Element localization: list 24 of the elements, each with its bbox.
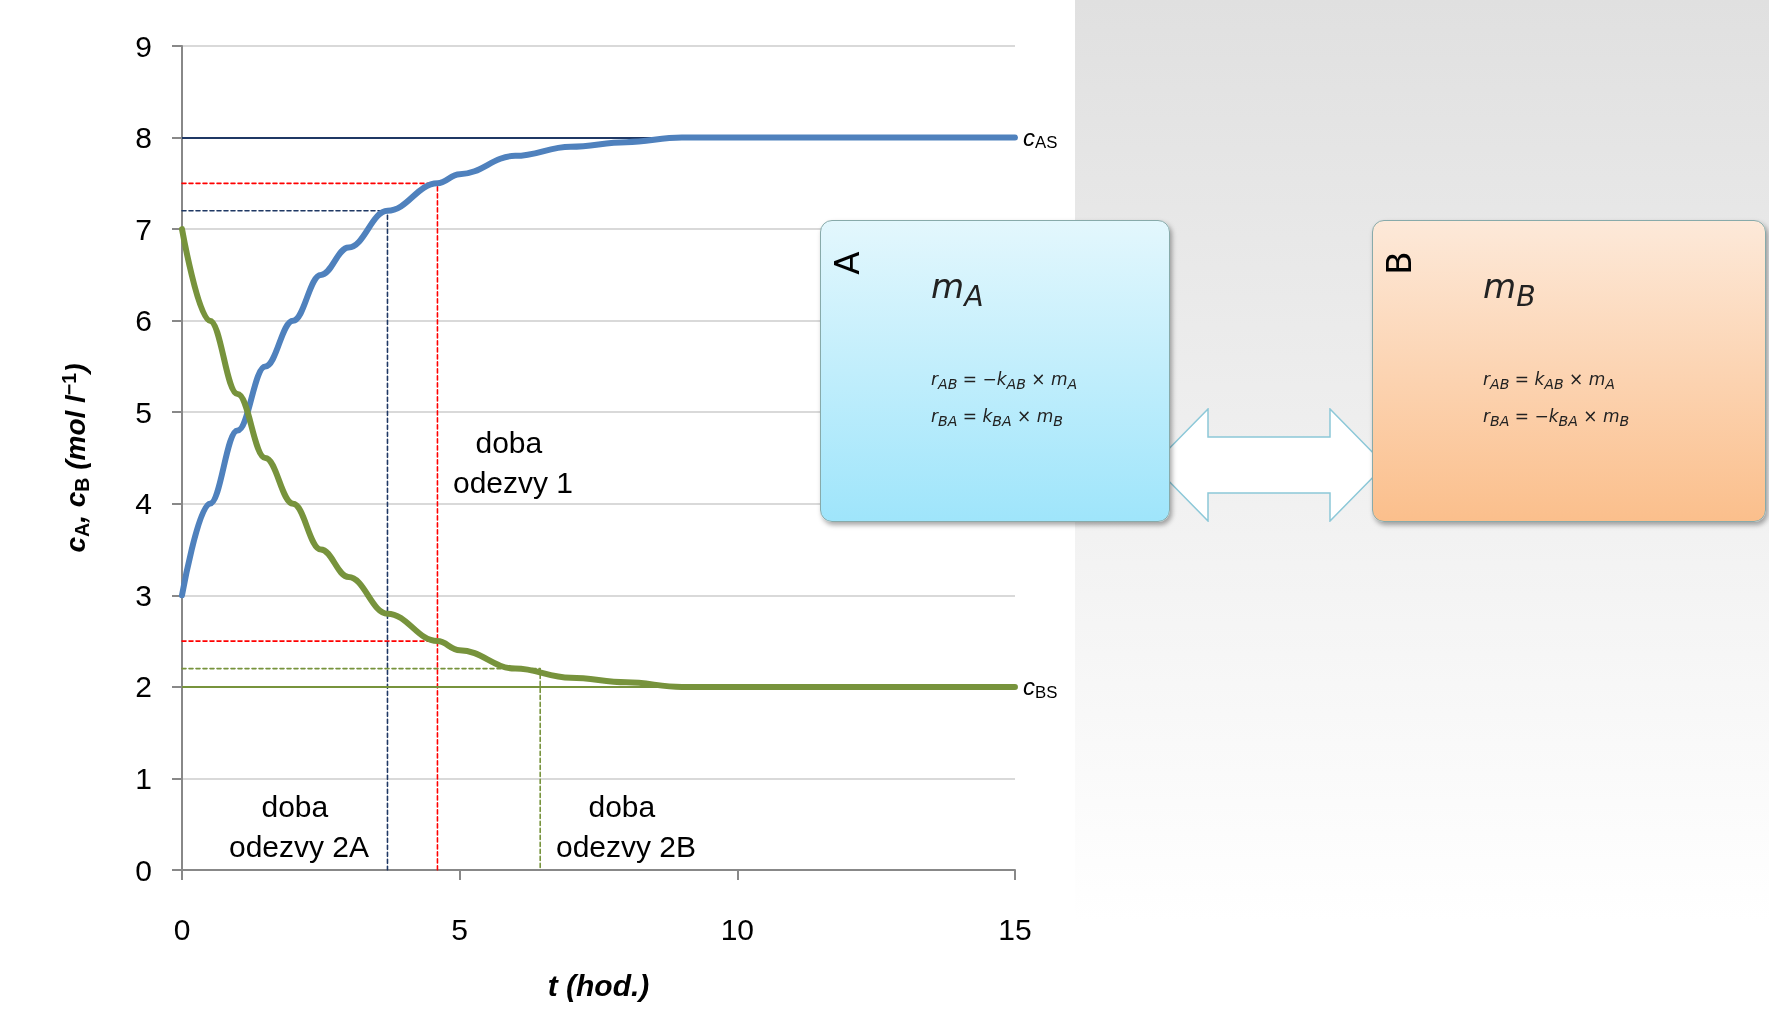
annotation: doba odezvy 2B bbox=[555, 789, 697, 863]
annotation: m$_{A}$ bbox=[931, 266, 984, 313]
y-tick-label: 4 bbox=[135, 487, 152, 521]
annotation: A bbox=[826, 251, 867, 275]
x-tick-label: 15 bbox=[998, 912, 1032, 946]
y-tick-label: 1 bbox=[135, 761, 152, 795]
x-tick-label: 0 bbox=[173, 912, 191, 946]
annotation: r$_{BA}$ = k$_{BA}$ × m$_{B}$ bbox=[931, 406, 1064, 430]
compartment-b-box: B m$_{B}$ r$_{AB}$ = k$_{AB}$ × m$_{A}$ r$_{BA}$ = −k$_{BA}$ × m$_{B}$ bbox=[1372, 220, 1766, 522]
y-tick-label: 3 bbox=[135, 578, 152, 612]
annotation: doba odezvy 2A bbox=[228, 789, 370, 863]
y-axis-title: cA, cB (mol l−1) bbox=[58, 363, 93, 553]
y-tick-label: 8 bbox=[135, 121, 152, 155]
y-tick-label: 6 bbox=[135, 304, 152, 338]
y-tick-label: 9 bbox=[135, 29, 152, 63]
y-tick-label: 0 bbox=[135, 853, 152, 887]
y-tick-label: 2 bbox=[135, 670, 152, 704]
annotation: r$_{AB}$ = −k$_{AB}$ × m$_{A}$ bbox=[931, 369, 1078, 393]
x-axis-title: t (hod.) bbox=[547, 968, 650, 1002]
y-tick-label: 5 bbox=[135, 395, 152, 429]
annotation: doba odezvy 1 bbox=[452, 425, 574, 499]
x-tick-label: 5 bbox=[451, 912, 469, 946]
x-tick-label: 10 bbox=[720, 912, 755, 946]
y-tick-label: 7 bbox=[135, 212, 152, 246]
